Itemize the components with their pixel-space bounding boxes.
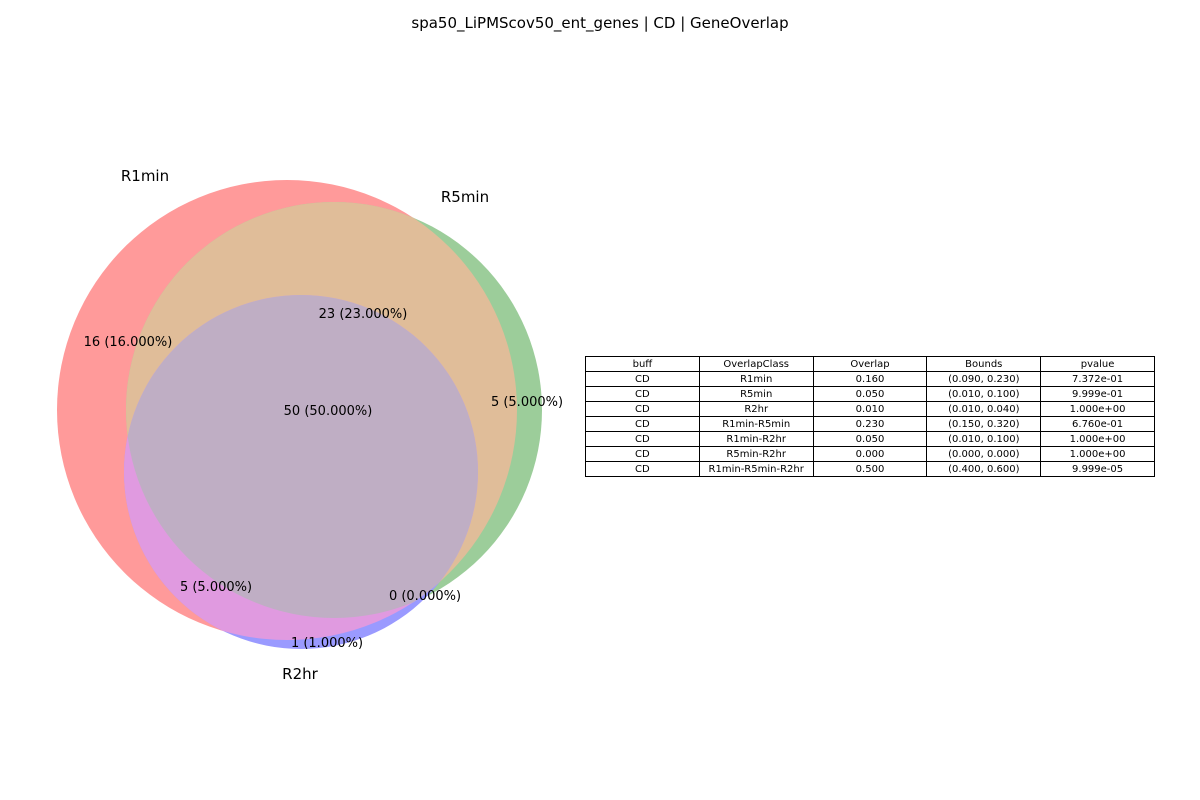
cell-pvalue: 1.000e+00: [1040, 401, 1155, 417]
region-all-three: [126, 295, 478, 618]
cell-pvalue: 9.999e-01: [1040, 386, 1155, 402]
table-row: CD R1min-R5min-R2hr 0.500 (0.400, 0.600)…: [585, 461, 1155, 477]
region-label-r1min-r5min: 23 (23.000%): [319, 307, 408, 322]
cell-bounds: (0.090, 0.230): [926, 371, 1042, 387]
cell-overlapclass: R2hr: [698, 401, 814, 417]
cell-pvalue: 1.000e+00: [1040, 446, 1155, 462]
table-row: CD R2hr 0.010 (0.010, 0.040) 1.000e+00: [585, 401, 1155, 417]
column-header-pvalue: pvalue: [1040, 356, 1155, 372]
column-header-bounds: Bounds: [926, 356, 1042, 372]
table-row: CD R5min-R2hr 0.000 (0.000, 0.000) 1.000…: [585, 446, 1155, 462]
cell-buff: CD: [585, 461, 700, 477]
cell-bounds: (0.010, 0.100): [926, 386, 1042, 402]
table-row: CD R1min 0.160 (0.090, 0.230) 7.372e-01: [585, 371, 1155, 387]
cell-bounds: (0.000, 0.000): [926, 446, 1042, 462]
table-row: CD R1min-R5min 0.230 (0.150, 0.320) 6.76…: [585, 416, 1155, 432]
cell-overlap: 0.160: [812, 371, 928, 387]
cell-pvalue: 1.000e+00: [1040, 431, 1155, 447]
cell-overlapclass: R1min-R2hr: [698, 431, 814, 447]
cell-overlap: 0.000: [812, 446, 928, 462]
region-label-all-three: 50 (50.000%): [284, 404, 373, 419]
column-header-buff: buff: [585, 356, 700, 372]
cell-buff: CD: [585, 416, 700, 432]
cell-overlap: 0.010: [812, 401, 928, 417]
set-label-r5min: R5min: [441, 188, 489, 206]
set-label-r1min: R1min: [121, 167, 169, 185]
cell-bounds: (0.400, 0.600): [926, 461, 1042, 477]
cell-buff: CD: [585, 446, 700, 462]
set-label-r2hr: R2hr: [282, 665, 318, 683]
cell-overlapclass: R1min: [698, 371, 814, 387]
cell-overlap: 0.050: [812, 386, 928, 402]
cell-bounds: (0.150, 0.320): [926, 416, 1042, 432]
cell-overlapclass: R1min-R5min-R2hr: [698, 461, 814, 477]
table-row: CD R1min-R2hr 0.050 (0.010, 0.100) 1.000…: [585, 431, 1155, 447]
cell-buff: CD: [585, 386, 700, 402]
cell-buff: CD: [585, 431, 700, 447]
region-label-r2hr-only: 1 (1.000%): [291, 636, 363, 651]
cell-overlap: 0.500: [812, 461, 928, 477]
cell-overlapclass: R5min-R2hr: [698, 446, 814, 462]
cell-bounds: (0.010, 0.100): [926, 431, 1042, 447]
column-header-overlapclass: OverlapClass: [698, 356, 814, 372]
cell-buff: CD: [585, 371, 700, 387]
cell-pvalue: 9.999e-05: [1040, 461, 1155, 477]
cell-pvalue: 7.372e-01: [1040, 371, 1155, 387]
cell-bounds: (0.010, 0.040): [926, 401, 1042, 417]
cell-overlap: 0.230: [812, 416, 928, 432]
chart-title: spa50_LiPMScov50_ent_genes | CD | GeneOv…: [411, 14, 788, 33]
column-header-overlap: Overlap: [812, 356, 928, 372]
cell-buff: CD: [585, 401, 700, 417]
region-label-r1min-only: 16 (16.000%): [84, 335, 173, 350]
region-label-r5min-r2hr: 0 (0.000%): [389, 589, 461, 604]
cell-overlapclass: R5min: [698, 386, 814, 402]
region-label-r1min-r2hr: 5 (5.000%): [180, 580, 252, 595]
cell-overlap: 0.050: [812, 431, 928, 447]
table-row: CD R5min 0.050 (0.010, 0.100) 9.999e-01: [585, 386, 1155, 402]
overlap-stats-table: buff OverlapClass Overlap Bounds pvalue …: [585, 356, 1155, 477]
region-label-r5min-only: 5 (5.000%): [491, 395, 563, 410]
table-header-row: buff OverlapClass Overlap Bounds pvalue: [585, 356, 1155, 372]
cell-pvalue: 6.760e-01: [1040, 416, 1155, 432]
cell-overlapclass: R1min-R5min: [698, 416, 814, 432]
